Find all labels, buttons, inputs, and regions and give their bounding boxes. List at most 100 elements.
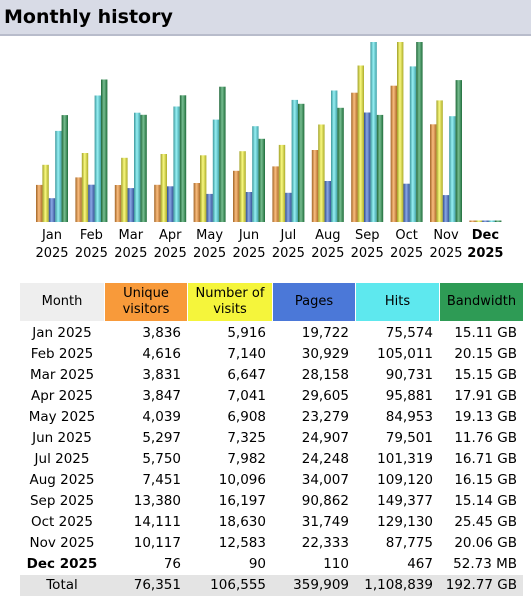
cell-pages: 28,158 xyxy=(301,367,349,383)
col-header-visits: Number of visits xyxy=(188,283,272,321)
bar-visits-sep xyxy=(357,65,364,222)
bar-visits-mar xyxy=(121,157,128,222)
cell-month: Jul 2025 xyxy=(34,451,90,467)
cell-visits: 18,630 xyxy=(218,514,266,530)
x-tick-label-year: 2025 xyxy=(272,246,305,261)
cell-pages: 24,907 xyxy=(301,430,349,446)
cell-bandwidth: 20.06 GB xyxy=(454,535,517,551)
bar-unique-visitors-mar xyxy=(114,185,122,222)
monthly-history-chart: Jan 2025 Feb 2025 Mar 2025 Apr 2025 May 2025 Jun 20… xyxy=(35,42,503,261)
table-row: Aug 2025 7,451 10,096 34,007 109,120 16.15 GB xyxy=(20,470,523,491)
bar-unique-visitors-aug xyxy=(311,150,319,222)
x-tick-label-year: 2025 xyxy=(154,246,187,261)
cell-hits: 84,953 xyxy=(385,409,433,425)
col-header-hits: Hits xyxy=(356,283,439,321)
table-row: May 2025 4,039 6,908 23,279 84,953 19.13 GB xyxy=(20,407,523,428)
bar-visits-may xyxy=(200,155,207,222)
table-row: Nov 2025 10,117 12,583 22,333 87,775 20.06 GB xyxy=(20,533,523,554)
cell-visits: 10,096 xyxy=(218,472,266,488)
cell-unique-visitors: 4,616 xyxy=(142,346,181,362)
bar-visits-jul xyxy=(278,144,286,222)
bar-visits-feb xyxy=(81,153,89,222)
cell-unique-visitors: 3,831 xyxy=(142,367,181,383)
bar-unique-visitors-may xyxy=(193,183,200,222)
bar-unique-visitors-apr xyxy=(154,184,161,222)
cell-visits: 7,325 xyxy=(227,430,266,446)
cell-month: Sep 2025 xyxy=(29,493,95,509)
cell-month: Dec 2025 xyxy=(26,556,98,572)
col-header-pages: Pages xyxy=(273,283,355,321)
cell-pages: 359,909 xyxy=(293,577,349,593)
cell-bandwidth: 52.73 MB xyxy=(453,556,517,572)
cell-bandwidth: 15.15 GB xyxy=(454,367,517,383)
bar-hits-jun xyxy=(252,126,259,222)
cell-month: Total xyxy=(46,577,78,593)
cell-month: Feb 2025 xyxy=(30,346,94,362)
cell-visits: 6,908 xyxy=(227,409,266,425)
x-tick-label-year: 2025 xyxy=(390,246,423,261)
bar-bandwidth-gb-may xyxy=(219,86,226,222)
cell-pages: 24,248 xyxy=(301,451,349,467)
bar-pages-aug xyxy=(324,181,331,222)
cell-month: Nov 2025 xyxy=(29,535,95,551)
cell-unique-visitors: 76 xyxy=(163,556,181,572)
page-title: Monthly history xyxy=(4,6,173,28)
cell-month: Aug 2025 xyxy=(29,472,95,488)
bar-pages-oct xyxy=(403,183,410,222)
x-tick-label-year: 2025 xyxy=(193,246,226,261)
cell-hits: 149,377 xyxy=(377,493,433,509)
x-tick-label-month: May xyxy=(196,228,223,243)
bar-hits-jan xyxy=(55,130,62,222)
table-total-row: Total 76,351 106,555 359,909 1,108,839 192.77… xyxy=(20,575,523,596)
cell-unique-visitors: 7,451 xyxy=(142,472,181,488)
x-tick-label-month: Aug xyxy=(315,228,340,243)
x-tick-label-year: 2025 xyxy=(35,246,68,261)
x-tick-label-year: 2025 xyxy=(75,246,108,261)
x-tick-label-year: 2025 xyxy=(114,246,147,261)
bar-hits-nov xyxy=(449,116,456,222)
bar-hits-may xyxy=(212,119,220,222)
cell-hits: 95,881 xyxy=(385,388,433,404)
cell-hits: 105,011 xyxy=(377,346,433,362)
cell-visits: 5,916 xyxy=(227,325,266,341)
cell-visits: 16,197 xyxy=(218,493,266,509)
bar-bandwidth-gb-nov xyxy=(455,80,462,222)
x-tick-label-month: Feb xyxy=(80,228,103,243)
bar-hits-feb xyxy=(94,95,101,222)
cell-month: Oct 2025 xyxy=(31,514,93,530)
bar-pages-apr xyxy=(167,186,174,222)
cell-month: May 2025 xyxy=(28,409,96,425)
bar-unique-visitors-jul xyxy=(272,166,279,222)
table-row: Dec 2025 76 90 110 467 52.73 MB xyxy=(20,554,523,575)
cell-pages: 30,929 xyxy=(301,346,349,362)
cell-unique-visitors: 10,117 xyxy=(133,535,181,551)
cell-pages: 31,749 xyxy=(301,514,349,530)
bar-bandwidth-gb-sep xyxy=(376,114,384,222)
bar-visits-jun xyxy=(239,151,246,222)
x-tick-label-year: 2025 xyxy=(232,246,265,261)
cell-bandwidth: 15.14 GB xyxy=(454,493,517,509)
x-tick-label-month: Apr xyxy=(159,228,182,243)
bar-pages-sep xyxy=(364,112,371,222)
cell-visits: 7,140 xyxy=(227,346,266,362)
x-tick-label-year: 2025 xyxy=(429,246,462,261)
cell-month: Jun 2025 xyxy=(32,430,92,446)
table-row: Mar 2025 3,831 6,647 28,158 90,731 15.15 GB xyxy=(20,365,523,386)
cell-unique-visitors: 3,847 xyxy=(142,388,181,404)
bar-pages-mar xyxy=(127,188,134,222)
bar-bandwidth-gb-oct xyxy=(416,42,423,222)
bar-bandwidth-gb-aug xyxy=(337,107,344,222)
bar-visits-dec xyxy=(475,220,483,222)
bar-hits-sep xyxy=(370,42,377,222)
bar-pages-jul xyxy=(285,192,292,222)
col-header-month: Month xyxy=(20,283,104,321)
cell-bandwidth: 16.71 GB xyxy=(454,451,517,467)
bar-unique-visitors-dec xyxy=(469,220,476,222)
x-tick-label-month: Nov xyxy=(433,228,459,243)
cell-bandwidth: 16.15 GB xyxy=(454,472,517,488)
bar-unique-visitors-jun xyxy=(233,170,240,222)
cell-visits: 12,583 xyxy=(218,535,266,551)
table-row: Jun 2025 5,297 7,325 24,907 79,501 11.76 GB xyxy=(20,428,523,449)
bar-hits-dec xyxy=(488,220,495,222)
cell-pages: 90,862 xyxy=(301,493,349,509)
